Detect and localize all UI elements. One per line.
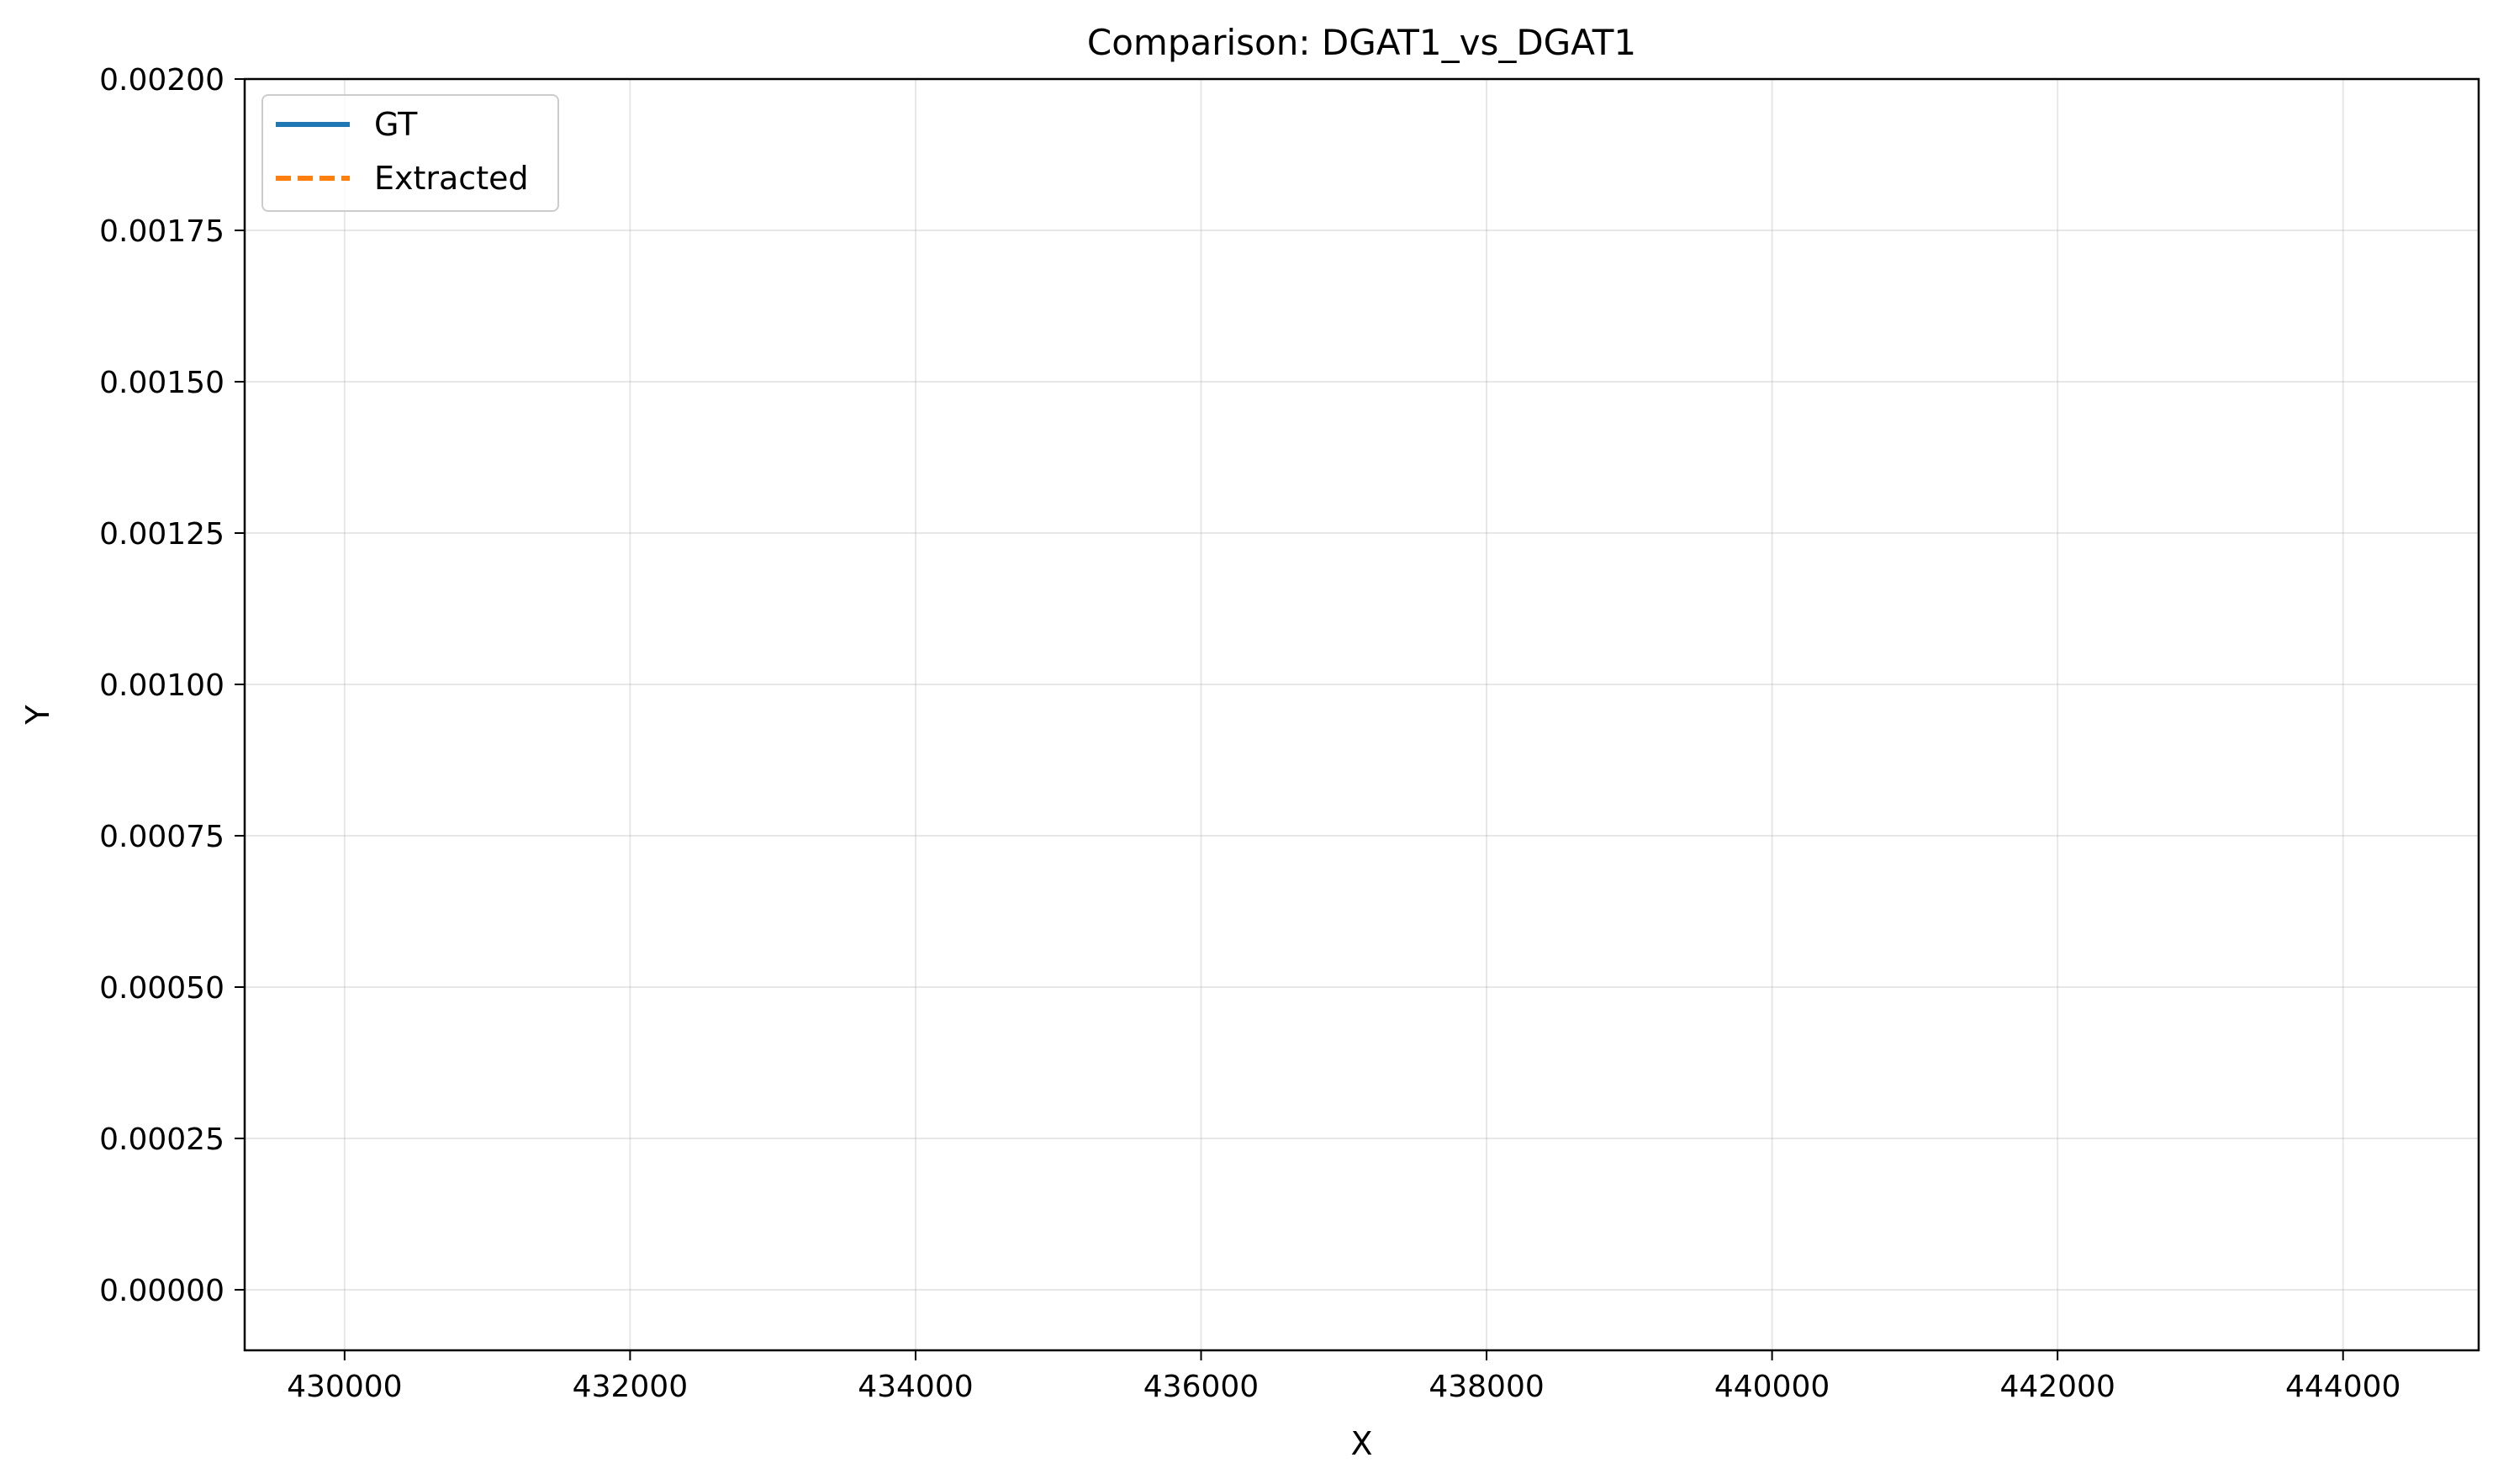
y-tick-label: 0.00050 <box>99 971 224 1006</box>
x-axis-ticks: 430000 432000 434000 436000 438000 440000 4420… <box>287 1350 2400 1404</box>
x-tick-label: 440000 <box>1714 1370 1830 1404</box>
legend: GT Extracted <box>261 94 559 212</box>
y-tick-label: 0.00125 <box>99 517 224 552</box>
legend-label-extracted: Extracted <box>374 160 529 197</box>
y-tick-label: 0.00175 <box>99 214 224 249</box>
chart-title: Comparison: DGAT1_vs_DGAT1 <box>1087 22 1636 63</box>
y-tick-label: 0.00025 <box>99 1122 224 1157</box>
grid <box>245 78 2479 1350</box>
y-tick-label: 0.00000 <box>99 1274 224 1308</box>
y-tick-label: 0.00100 <box>99 668 224 703</box>
x-tick-label: 442000 <box>1999 1370 2115 1404</box>
x-tick-label: 432000 <box>573 1370 688 1404</box>
x-tick-label: 434000 <box>858 1370 973 1404</box>
y-tick-label: 0.00200 <box>99 63 224 98</box>
x-tick-label: 436000 <box>1143 1370 1259 1404</box>
y-axis-ticks: 0.00000 0.00025 0.00050 0.00075 0.00100 0.001… <box>99 63 245 1308</box>
x-tick-label: 430000 <box>287 1370 402 1404</box>
y-tick-label: 0.00150 <box>99 366 224 400</box>
plot-area-frame <box>243 77 2480 1352</box>
x-tick-label: 438000 <box>1429 1370 1544 1404</box>
y-tick-label: 0.00075 <box>99 820 224 854</box>
x-axis-label: X <box>1350 1425 1372 1462</box>
y-axis-label: Y <box>19 705 56 726</box>
legend-label-gt: GT <box>374 106 418 143</box>
x-tick-label: 444000 <box>2285 1370 2400 1404</box>
